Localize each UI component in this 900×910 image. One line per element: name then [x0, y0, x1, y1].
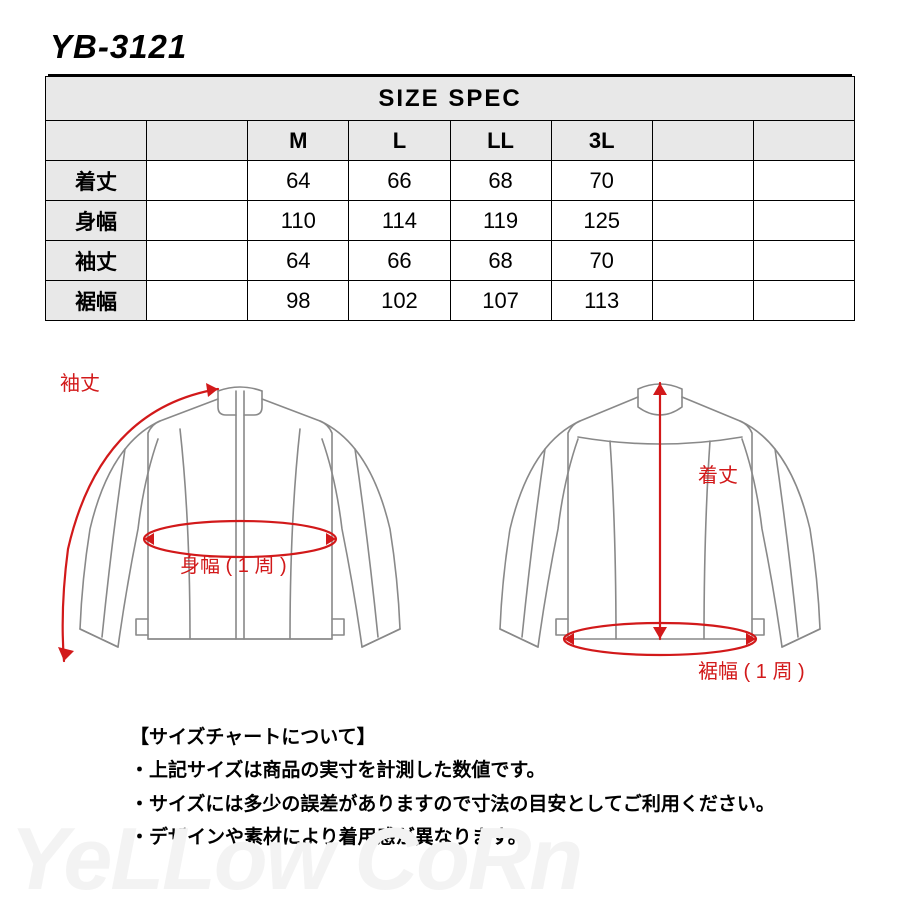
cell: 119	[450, 201, 551, 241]
cell: 98	[248, 281, 349, 321]
cell	[652, 201, 753, 241]
cell	[753, 281, 854, 321]
cell	[147, 281, 248, 321]
cell	[147, 161, 248, 201]
table-row: 身幅 110 114 119 125	[46, 201, 855, 241]
cell: 114	[349, 201, 450, 241]
table-header-row: M L LL 3L	[46, 121, 855, 161]
cell	[652, 241, 753, 281]
cell: 110	[248, 201, 349, 241]
col-blank-0	[46, 121, 147, 161]
cell	[147, 201, 248, 241]
cell: 64	[248, 161, 349, 201]
col-blank-1	[147, 121, 248, 161]
cell: 66	[349, 161, 450, 201]
cell: 66	[349, 241, 450, 281]
col-blank-6	[652, 121, 753, 161]
row-label: 身幅	[46, 201, 147, 241]
cell: 68	[450, 241, 551, 281]
cell: 64	[248, 241, 349, 281]
jacket-front-icon	[40, 349, 440, 709]
cell	[753, 241, 854, 281]
notes-line: ・サイズには多少の誤差がありますので寸法の目安としてご利用ください。	[130, 788, 840, 821]
col-ll: LL	[450, 121, 551, 161]
table-title: SIZE SPEC	[46, 77, 855, 121]
table-row: 着丈 64 66 68 70	[46, 161, 855, 201]
notes-line: ・デザインや素材により着用感が異なります。	[130, 821, 840, 854]
col-l: L	[349, 121, 450, 161]
sode-label: 袖丈	[60, 367, 100, 396]
cell: 113	[551, 281, 652, 321]
jacket-back-diagram: 着丈 裾幅 ( 1 周 )	[460, 349, 860, 709]
table-row: 袖丈 64 66 68 70	[46, 241, 855, 281]
product-code: YB-3121	[0, 0, 900, 74]
notes-line: ・上記サイズは商品の実寸を計測した数値です。	[130, 754, 840, 787]
diagram-row: 袖丈 身幅 ( 1 周 )	[0, 349, 900, 709]
row-label: 裾幅	[46, 281, 147, 321]
cell: 125	[551, 201, 652, 241]
jacket-front-diagram: 袖丈 身幅 ( 1 周 )	[40, 349, 440, 709]
row-label: 着丈	[46, 161, 147, 201]
cell: 107	[450, 281, 551, 321]
col-blank-7	[753, 121, 854, 161]
table-row: 裾幅 98 102 107 113	[46, 281, 855, 321]
cell: 70	[551, 161, 652, 201]
col-m: M	[248, 121, 349, 161]
notes-heading: 【サイズチャートについて】	[130, 721, 840, 754]
row-label: 袖丈	[46, 241, 147, 281]
kitake-label: 着丈	[698, 459, 738, 488]
cell: 102	[349, 281, 450, 321]
size-spec-table: SIZE SPEC M L LL 3L 着丈 64 66 68 70 身幅 11…	[45, 76, 855, 321]
cell	[652, 281, 753, 321]
cell: 70	[551, 241, 652, 281]
susohaba-label: 裾幅 ( 1 周 )	[698, 655, 805, 684]
col-3l: 3L	[551, 121, 652, 161]
cell: 68	[450, 161, 551, 201]
cell	[147, 241, 248, 281]
cell	[753, 161, 854, 201]
cell	[753, 201, 854, 241]
cell	[652, 161, 753, 201]
mihaba-label: 身幅 ( 1 周 )	[180, 549, 287, 578]
size-chart-notes: 【サイズチャートについて】 ・上記サイズは商品の実寸を計測した数値です。 ・サイ…	[0, 709, 900, 854]
